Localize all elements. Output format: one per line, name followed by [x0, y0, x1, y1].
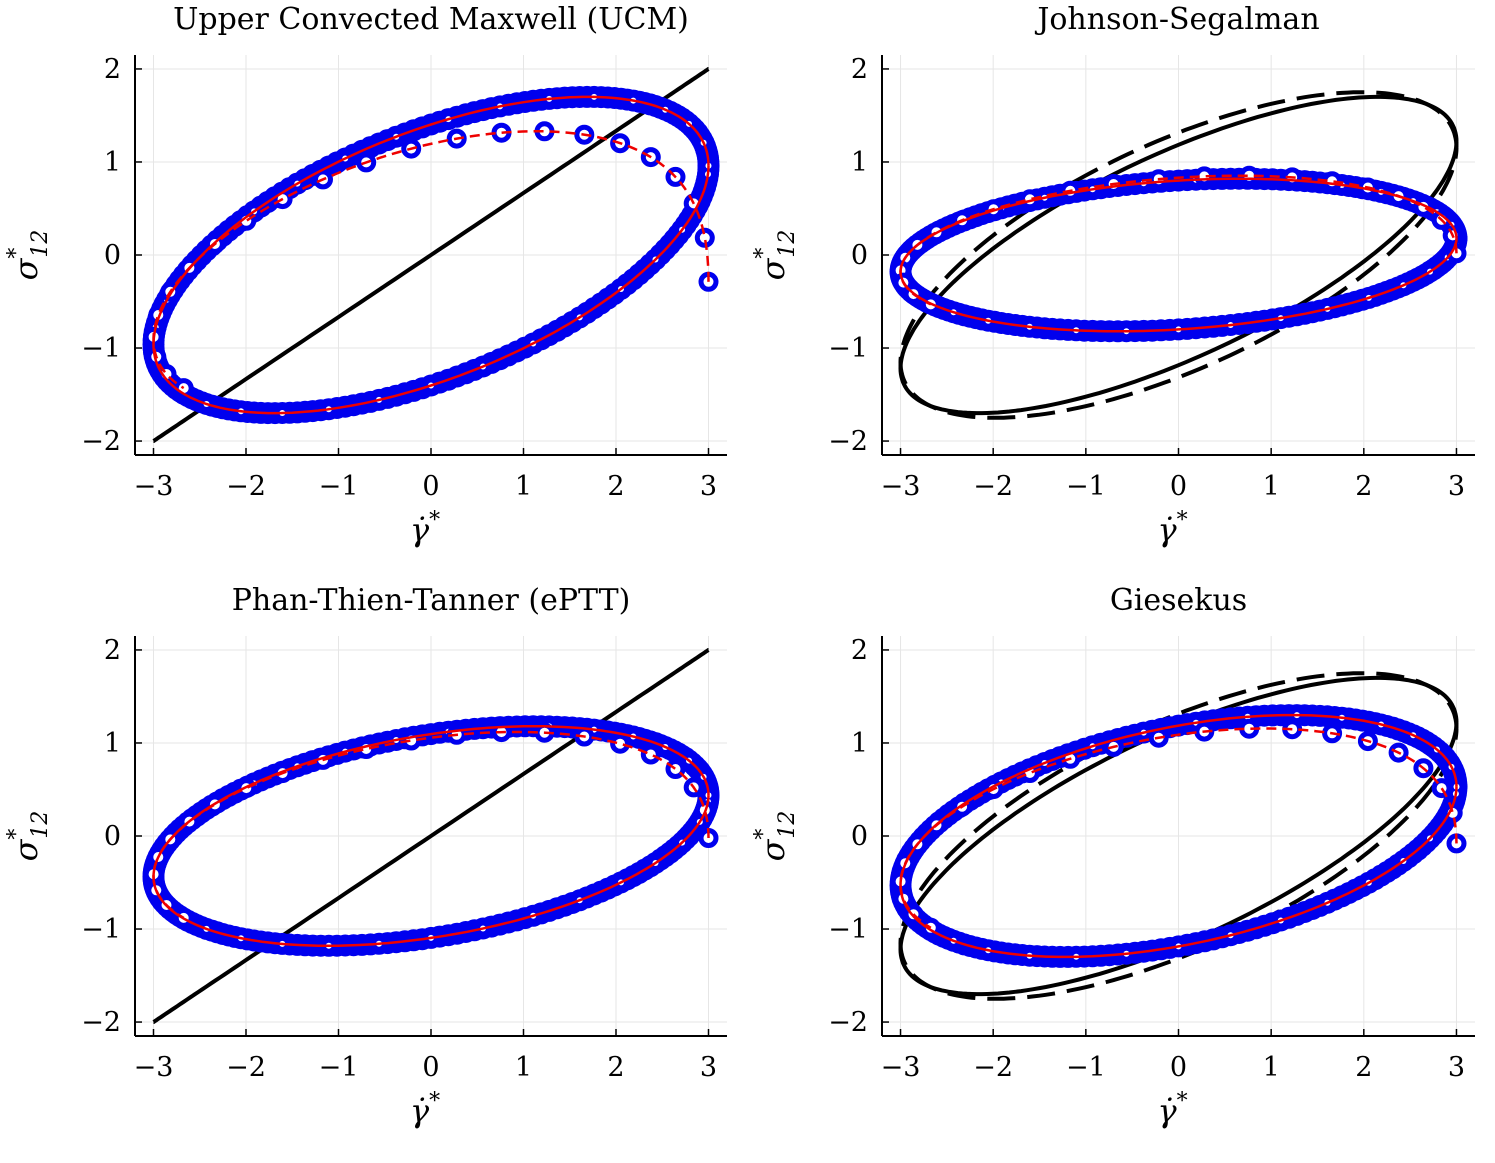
x-tick-label: 1: [515, 1052, 532, 1083]
y-tick-label: −2: [81, 426, 121, 457]
x-tick-label: 0: [1170, 1052, 1187, 1083]
y-tick-label: −1: [81, 333, 121, 364]
x-axis-label: γ̇*: [410, 508, 440, 549]
y-axis-label: σ*12: [751, 811, 800, 862]
y-tick-label: −2: [81, 1007, 121, 1038]
x-tick-label: 0: [422, 471, 439, 502]
y-tick-label: 2: [851, 635, 868, 666]
x-tick-label: −1: [1066, 471, 1106, 502]
panel-johnson-segalman: −3 −2 −1 0 1 2 3 −2 −1 0 1 2 Johnson-Segalman γ̇* σ*12: [751, 2, 1475, 549]
x-axis-label: γ̇*: [1157, 508, 1187, 549]
plot-area: [889, 90, 1468, 420]
series-black-dashed: [898, 671, 1459, 1001]
y-tick-label: 2: [104, 635, 121, 666]
chart-title: Upper Convected Maxwell (UCM): [173, 2, 689, 37]
data-point-startup: [610, 733, 631, 754]
x-tick-label: −3: [881, 1052, 921, 1083]
series-black-solid: [152, 648, 710, 1024]
x-tick-label: −3: [134, 1052, 174, 1083]
x-tick-label: −2: [973, 471, 1013, 502]
x-tick-label: 0: [1170, 471, 1187, 502]
x-axis-label: γ̇*: [1157, 1089, 1187, 1130]
x-tick-label: 0: [422, 1052, 439, 1083]
y-tick-label: −1: [828, 914, 868, 945]
chart-title: Johnson-Segalman: [1034, 2, 1319, 37]
y-axis-label: σ*12: [751, 230, 800, 281]
x-tick-label: 3: [1448, 471, 1465, 502]
series-red-fit-startup: [899, 727, 1458, 929]
x-axis-label: γ̇*: [410, 1089, 440, 1130]
y-tick-label: 1: [851, 147, 868, 178]
y-tick-label: 2: [104, 54, 121, 85]
series-red-fit: [152, 95, 710, 415]
y-tick-label: 0: [851, 821, 868, 852]
series-black-dashed: [898, 90, 1459, 420]
x-tick-label: −3: [881, 471, 921, 502]
x-tick-label: 2: [1355, 471, 1372, 502]
y-tick-label: −1: [828, 333, 868, 364]
plot-area: [142, 67, 720, 443]
series-red-fit-startup: [899, 174, 1458, 306]
x-tick-label: −1: [1066, 1052, 1106, 1083]
y-tick-label: −2: [828, 1007, 868, 1038]
x-tick-label: 1: [1263, 471, 1280, 502]
chart-title: Giesekus: [1110, 583, 1247, 618]
x-tick-label: −3: [134, 471, 174, 502]
x-tick-label: 2: [1355, 1052, 1372, 1083]
panel-ucm: −3 −2 −1 0 1 2 3 −2 −1 0 1 2 Upper Convected Maxwell…: [4, 2, 727, 549]
series-black-solid: [152, 67, 710, 443]
y-tick-label: −2: [828, 426, 868, 457]
x-tick-label: 2: [607, 1052, 624, 1083]
y-tick-label: 0: [851, 240, 868, 271]
panel-eptt: −3 −2 −1 0 1 2 3 −2 −1 0 1 2 Phan-Thien-Tanner (ePTT…: [4, 583, 727, 1130]
x-tick-label: 1: [1263, 1052, 1280, 1083]
x-tick-label: 3: [700, 1052, 717, 1083]
y-tick-label: 0: [104, 821, 121, 852]
y-tick-label: 1: [104, 147, 121, 178]
x-tick-label: 2: [607, 471, 624, 502]
plot-area: [142, 648, 720, 1024]
x-tick-label: 1: [515, 471, 532, 502]
y-tick-label: 2: [851, 54, 868, 85]
chart-title: Phan-Thien-Tanner (ePTT): [232, 583, 631, 618]
y-tick-label: −1: [81, 914, 121, 945]
x-tick-label: −1: [319, 1052, 359, 1083]
data-point-startup: [640, 744, 661, 765]
series-red-fit-startup: [152, 730, 710, 919]
x-tick-label: −2: [226, 1052, 266, 1083]
y-axis-label: σ*12: [4, 230, 53, 281]
x-tick-label: −1: [319, 471, 359, 502]
y-tick-label: 1: [851, 728, 868, 759]
series-red-fit-startup: [152, 129, 710, 390]
y-axis-label: σ*12: [4, 811, 53, 862]
series-red-fit: [899, 713, 1458, 959]
y-tick-label: 1: [104, 728, 121, 759]
x-tick-label: 3: [700, 471, 717, 502]
y-tick-label: 0: [104, 240, 121, 271]
plot-area: [889, 671, 1468, 1001]
x-tick-label: −2: [973, 1052, 1013, 1083]
x-tick-label: −2: [226, 471, 266, 502]
x-tick-label: 3: [1448, 1052, 1465, 1083]
panel-giesekus: −3 −2 −1 0 1 2 3 −2 −1 0 1 2 Giesekus γ̇* σ*12: [751, 583, 1475, 1130]
